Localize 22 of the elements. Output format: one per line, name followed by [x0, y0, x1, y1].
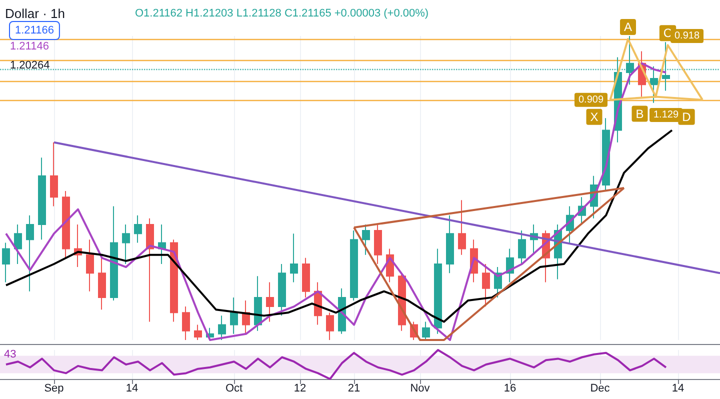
- annotation: 43: [4, 348, 16, 360]
- annotation: 1.21146: [10, 40, 49, 52]
- x-tick-label: 21: [348, 382, 360, 394]
- annotation: A: [624, 20, 632, 34]
- annotation: D: [682, 110, 692, 124]
- x-tick-label: Oct: [225, 382, 243, 394]
- x-tick-label: Sep: [44, 382, 64, 394]
- x-tick-label: 14: [126, 382, 138, 394]
- annotation: B: [636, 106, 644, 121]
- annotation: 0.909: [578, 94, 604, 106]
- annotation: X: [590, 110, 598, 124]
- x-tick-label: Nov: [410, 382, 430, 394]
- annotation: 1.129: [653, 110, 679, 121]
- x-tick-label: 14: [672, 382, 684, 394]
- chart-subtitle: O1.21162 H1.21203 L1.21128 C1.21165 +0.00003 (+0.00%): [135, 8, 429, 20]
- annotation: 1.20264: [10, 60, 50, 72]
- x-tick-label: 12: [294, 382, 306, 394]
- x-tick-label: 16: [504, 382, 516, 394]
- annotation: 1.21166: [15, 24, 54, 36]
- annotation: 0.918: [674, 30, 700, 42]
- x-tick-label: Dec: [590, 382, 610, 394]
- chart-title: Dollar · 1h: [5, 6, 65, 21]
